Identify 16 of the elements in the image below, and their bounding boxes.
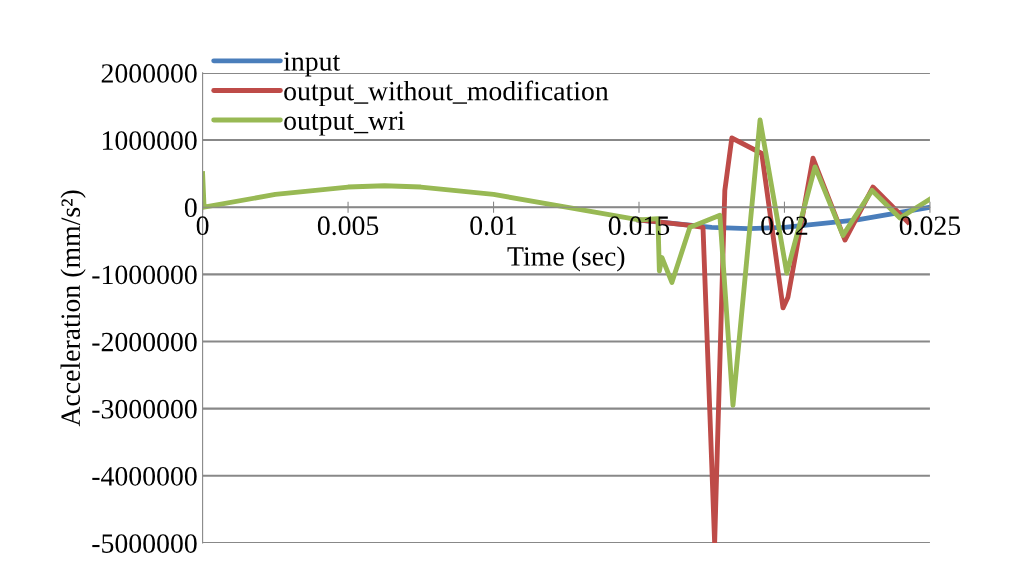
y-tick-label: 2000000	[101, 64, 197, 83]
x-axis-title: Time (sec)	[507, 246, 625, 272]
legend-label: input	[283, 52, 341, 77]
y-tick-label: -3000000	[92, 399, 197, 419]
x-tick-label: 0.01	[470, 216, 517, 236]
legend-label: output_without_modification	[284, 80, 609, 107]
y-tick-label: 1000000	[102, 131, 197, 150]
x-tick-label: 0.005	[317, 216, 379, 236]
x-tick-label: 0.025	[899, 216, 961, 236]
legend-label: output_wri	[284, 111, 405, 136]
y-tick-label: -4000000	[92, 466, 197, 486]
y-tick-label: 0	[184, 198, 197, 218]
y-axis-title: Acceleration (mm/s²)	[60, 190, 86, 427]
y-tick-label: -5000000	[92, 534, 197, 553]
y-tick-label: -1000000	[92, 265, 197, 285]
y-tick-label: -2000000	[92, 332, 197, 352]
